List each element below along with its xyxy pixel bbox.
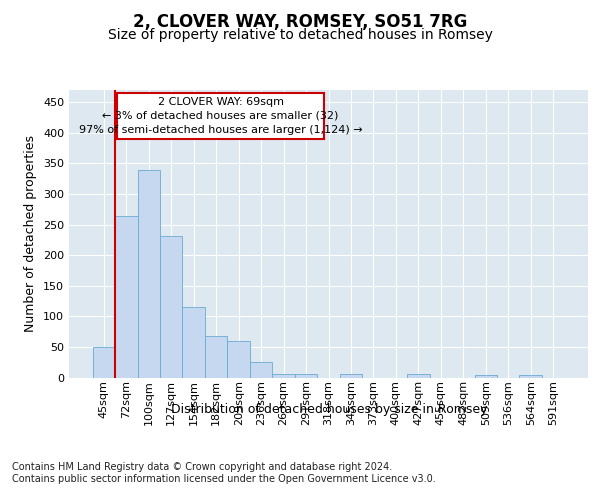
Bar <box>137 170 160 378</box>
Bar <box>227 341 250 378</box>
Text: Distribution of detached houses by size in Romsey: Distribution of detached houses by size … <box>170 402 487 415</box>
Bar <box>160 236 182 378</box>
Text: 2, CLOVER WAY, ROMSEY, SO51 7RG: 2, CLOVER WAY, ROMSEY, SO51 7RG <box>133 12 467 30</box>
Bar <box>520 375 542 378</box>
Bar <box>340 374 362 378</box>
Bar <box>475 375 497 378</box>
Text: Contains HM Land Registry data © Crown copyright and database right 2024.
Contai: Contains HM Land Registry data © Crown c… <box>12 462 436 484</box>
Bar <box>115 216 137 378</box>
Bar <box>92 347 115 378</box>
FancyBboxPatch shape <box>118 93 324 139</box>
Bar <box>182 307 205 378</box>
Text: 2 CLOVER WAY: 69sqm
← 3% of detached houses are smaller (32)
97% of semi-detache: 2 CLOVER WAY: 69sqm ← 3% of detached hou… <box>79 97 362 135</box>
Y-axis label: Number of detached properties: Number of detached properties <box>25 135 37 332</box>
Bar <box>407 374 430 378</box>
Bar <box>250 362 272 378</box>
Text: Size of property relative to detached houses in Romsey: Size of property relative to detached ho… <box>107 28 493 42</box>
Bar <box>272 374 295 378</box>
Bar <box>295 374 317 378</box>
Bar <box>205 336 227 378</box>
